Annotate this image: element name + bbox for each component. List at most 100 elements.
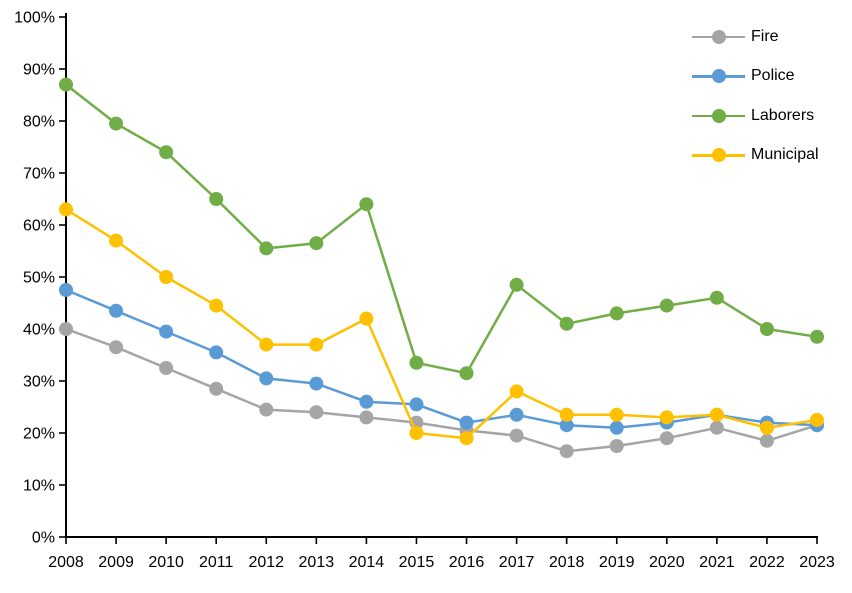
x-axis-tick-label: 2015 <box>399 554 435 571</box>
legend-item-police: Police <box>692 57 819 97</box>
data-point-fire-2018 <box>559 444 574 459</box>
y-axis-tick-label: 100% <box>14 10 55 27</box>
series-line-laborers <box>64 83 819 375</box>
x-axis-tick-label: 2014 <box>349 554 385 571</box>
series-line-municipal <box>64 208 819 440</box>
x-axis-tick-label: 2012 <box>248 554 284 571</box>
series-line-police <box>64 288 819 430</box>
data-point-fire-2009 <box>109 340 124 355</box>
police-line-marker-icon <box>692 69 745 84</box>
data-point-municipal-2014 <box>359 311 374 326</box>
data-point-laborers-2019 <box>609 306 624 321</box>
data-point-fire-2013 <box>309 405 324 420</box>
x-axis-tick-label: 2017 <box>499 554 535 571</box>
data-point-police-2019 <box>609 420 624 435</box>
x-axis-tick-label: 2018 <box>549 554 585 571</box>
data-point-police-2012 <box>259 371 274 386</box>
data-point-municipal-2016 <box>459 431 474 446</box>
data-point-police-2011 <box>209 345 224 360</box>
x-axis-tick-label: 2020 <box>649 554 685 571</box>
laborers-line-marker-icon <box>692 108 745 123</box>
data-point-municipal-2018 <box>559 407 574 422</box>
data-point-municipal-2019 <box>609 407 624 422</box>
data-point-fire-2020 <box>659 431 674 446</box>
data-point-municipal-2015 <box>409 426 424 440</box>
data-point-police-2009 <box>109 303 124 318</box>
data-point-fire-2010 <box>159 361 174 375</box>
data-point-police-2013 <box>309 376 324 391</box>
y-axis-tick-label: 60% <box>23 218 55 235</box>
data-point-fire-2017 <box>509 428 524 443</box>
data-point-fire-2021 <box>709 420 724 435</box>
data-point-municipal-2008 <box>59 202 73 217</box>
data-point-fire-2012 <box>259 402 274 417</box>
data-point-laborers-2023 <box>810 329 824 344</box>
series-line-fire <box>64 327 819 453</box>
data-point-municipal-2013 <box>309 337 324 352</box>
y-axis-tick-label: 30% <box>23 374 55 391</box>
data-point-laborers-2018 <box>559 316 574 331</box>
data-point-municipal-2010 <box>159 270 174 284</box>
data-point-laborers-2009 <box>109 116 124 131</box>
x-axis-tick-label: 2013 <box>299 554 335 571</box>
x-axis-tick-label: 2011 <box>199 554 234 571</box>
legend-label-municipal: Municipal <box>751 146 819 164</box>
x-axis-tick-label: 2016 <box>449 554 485 571</box>
data-point-fire-2019 <box>609 439 624 453</box>
data-point-laborers-2014 <box>359 197 374 212</box>
data-point-police-2014 <box>359 394 374 409</box>
data-point-municipal-2017 <box>509 384 524 399</box>
legend-item-laborers: Laborers <box>692 96 819 136</box>
y-axis-tick-label: 20% <box>23 426 55 443</box>
data-point-municipal-2011 <box>209 298 224 313</box>
data-point-municipal-2022 <box>759 420 774 435</box>
fire-line-marker-icon <box>692 29 745 44</box>
data-point-fire-2014 <box>359 410 374 425</box>
x-axis-tick-label: 2019 <box>599 554 635 571</box>
data-point-laborers-2016 <box>459 366 474 381</box>
data-point-police-2015 <box>409 397 424 412</box>
y-axis-tick-label: 0% <box>32 530 55 547</box>
legend-label-police: Police <box>751 67 795 85</box>
x-axis-tick-label: 2021 <box>699 554 735 571</box>
data-point-police-2016 <box>459 415 474 430</box>
data-point-municipal-2020 <box>659 410 674 425</box>
legend-item-municipal: Municipal <box>692 136 819 176</box>
data-point-laborers-2017 <box>509 277 524 292</box>
x-axis-tick-label: 2010 <box>148 554 184 571</box>
data-point-municipal-2021 <box>709 407 724 422</box>
data-point-municipal-2009 <box>109 233 124 248</box>
data-point-fire-2022 <box>759 433 774 448</box>
data-point-laborers-2020 <box>659 298 674 313</box>
data-point-police-2008 <box>59 283 73 297</box>
data-point-laborers-2021 <box>709 290 724 305</box>
y-axis-tick-label: 40% <box>23 322 55 339</box>
x-axis-tick-label: 2009 <box>98 554 134 571</box>
data-point-police-2018 <box>559 418 574 433</box>
y-axis-tick-label: 50% <box>23 270 55 287</box>
data-point-fire-2011 <box>209 381 224 396</box>
y-axis-tick-label: 90% <box>23 62 55 79</box>
data-point-fire-2008 <box>59 322 73 336</box>
data-point-laborers-2008 <box>59 77 73 92</box>
x-axis-tick-label: 2008 <box>48 554 84 571</box>
data-point-municipal-2023 <box>810 413 824 427</box>
legend-item-fire: Fire <box>692 17 819 57</box>
legend-label-fire: Fire <box>751 27 779 45</box>
y-axis-tick-label: 70% <box>23 166 55 183</box>
data-point-laborers-2015 <box>409 355 424 370</box>
data-point-laborers-2013 <box>309 236 324 251</box>
y-axis-tick-label: 10% <box>23 478 55 495</box>
data-point-laborers-2022 <box>759 322 774 336</box>
data-point-municipal-2012 <box>259 337 274 352</box>
chart-legend: Fire Police Laborers Municipal <box>692 17 819 175</box>
municipal-line-marker-icon <box>692 148 745 163</box>
data-point-police-2017 <box>509 407 524 422</box>
data-point-police-2010 <box>159 324 174 339</box>
data-point-laborers-2011 <box>209 192 224 206</box>
x-axis-tick-label: 2022 <box>749 554 785 571</box>
legend-label-laborers: Laborers <box>751 106 815 124</box>
x-axis-tick-label: 2023 <box>799 554 835 571</box>
